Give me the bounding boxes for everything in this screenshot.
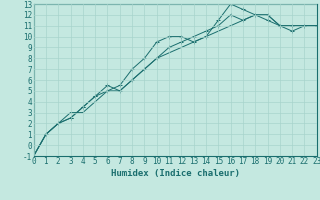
X-axis label: Humidex (Indice chaleur): Humidex (Indice chaleur) bbox=[111, 169, 240, 178]
